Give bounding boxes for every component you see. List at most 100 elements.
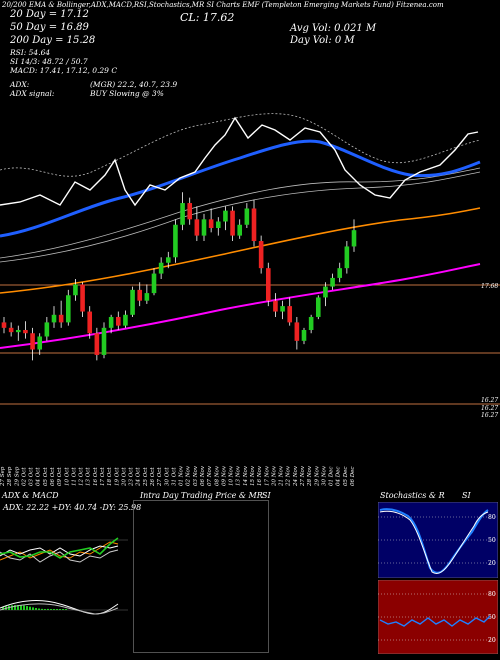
date-tick-label: 17 Oct	[100, 467, 106, 486]
rsi-label: RSI: 54.64	[10, 48, 51, 57]
date-tick-label: 05 Dec	[343, 467, 349, 487]
date-tick-label: 09 Nov	[221, 465, 227, 486]
date-tick-label: 29 Nov	[314, 465, 320, 487]
candle-down	[1, 322, 7, 328]
date-tick-label: 21 Nov	[279, 465, 285, 487]
macd-histogram-bar	[53, 609, 55, 610]
stoch-d-line	[379, 510, 489, 574]
date-tick-label: 02 Nov	[186, 465, 192, 486]
date-tick-label: 10 Oct	[64, 467, 70, 486]
date-tick-label: 05 Oct	[43, 467, 49, 486]
date-tick-label: 19 Oct	[114, 467, 120, 486]
date-tick-label: 28 Sep	[7, 466, 13, 487]
ema200-line	[0, 207, 481, 294]
rsi-line	[379, 615, 491, 627]
candle-down	[287, 306, 293, 323]
macd-histogram-bar	[65, 609, 67, 610]
candle-up	[330, 277, 335, 287]
candle-up	[15, 329, 21, 333]
adx-panel-title: ADX & MACD	[2, 491, 59, 500]
adx-line	[0, 541, 119, 561]
ema20-line	[0, 116, 479, 207]
candle-up	[351, 230, 357, 247]
candle-up	[123, 314, 128, 326]
rsi-panel: 80 50 20	[378, 580, 498, 654]
candle-up	[223, 210, 228, 222]
candle-up	[165, 257, 171, 263]
macd-histogram-bar	[38, 608, 40, 610]
candle-down	[230, 210, 235, 236]
date-tick-label: 20 Oct	[121, 467, 127, 487]
candle-down	[23, 329, 28, 334]
date-tick-label: 31 Oct	[171, 467, 177, 486]
date-tick-label: 18 Oct	[107, 467, 113, 486]
candle-down	[194, 219, 200, 236]
date-tick-label: 01 Nov	[179, 465, 185, 486]
candle-up	[101, 327, 107, 355]
date-tick-label: 10 Nov	[229, 465, 235, 486]
date-tick-label: 24 Nov	[293, 465, 299, 487]
date-tick-label: 06 Nov	[200, 465, 206, 486]
candle-up	[151, 273, 157, 294]
intraday-panel	[133, 500, 269, 653]
date-tick-label: 08 Nov	[214, 465, 220, 486]
date-tick-label: 13 Oct	[86, 467, 92, 486]
macd-histogram-bar	[56, 609, 58, 610]
candle-down	[273, 300, 278, 312]
date-tick-label: 27 Oct	[157, 467, 163, 487]
candle-up	[130, 289, 135, 315]
intraday-panel-title: Intra Day Trading Price & MR	[140, 491, 263, 500]
date-tick-label: 16 Oct	[93, 467, 99, 486]
date-tick-label: 01 Dec	[329, 467, 335, 487]
candle-up	[144, 293, 150, 301]
macd-histogram-bar	[26, 606, 28, 610]
date-tick-label: 04 Dec	[336, 467, 342, 487]
adx-white-line	[0, 545, 119, 557]
date-tick-label: 25 Oct	[143, 467, 149, 487]
date-tick-label: 27 Sep	[0, 466, 6, 487]
candle-down	[251, 208, 257, 242]
candle-up	[173, 224, 178, 258]
candle-down	[30, 333, 35, 350]
macd-histogram-bar	[50, 609, 52, 610]
plus-di-line	[0, 537, 119, 559]
date-tick-label: 03 Oct	[29, 467, 35, 486]
level-label-3: 16.27	[481, 412, 498, 419]
date-tick-label: 09 Oct	[57, 467, 63, 486]
date-tick-label: 26 Oct	[150, 467, 156, 487]
macd-signal-line	[0, 603, 119, 615]
minus-di-line	[0, 549, 119, 563]
candle-up	[37, 336, 43, 350]
candle-up	[65, 295, 71, 323]
si-label: SI 14/3: 48.72 / 50.7	[10, 57, 88, 66]
macd-histogram-bar	[41, 608, 43, 610]
date-tick-label: 06 Dec	[350, 467, 356, 487]
candle-up	[158, 262, 164, 274]
candle-down	[137, 289, 143, 301]
candle-down	[187, 203, 193, 220]
ema50-label: 50 Day = 16.89	[10, 22, 89, 33]
candle-up	[301, 329, 307, 341]
macd-histogram-bar	[29, 606, 31, 610]
date-tick-label: 13 Nov	[236, 465, 242, 486]
avg-volume-label: Avg Vol: 0.021 M	[290, 23, 377, 34]
candle-up	[108, 316, 114, 328]
level-label-top: 17.68	[481, 283, 498, 290]
date-tick-label: 14 Nov	[243, 465, 249, 486]
date-tick-label: 27 Nov	[300, 465, 306, 487]
candle-up	[323, 286, 328, 298]
date-tick-label: 22 Nov	[286, 465, 292, 487]
date-tick-label: 29 Sep	[14, 466, 20, 487]
date-tick-label: 30 Oct	[164, 467, 170, 486]
candle-up	[201, 219, 207, 236]
candle-up	[315, 297, 321, 317]
macd-histogram-bar	[62, 609, 64, 610]
candle-up	[280, 306, 285, 312]
candle-down	[258, 241, 264, 269]
stoch-tick-50: 50	[488, 537, 496, 544]
candle-down	[80, 284, 85, 312]
adx-label: ADX:	[10, 80, 30, 89]
date-tick-label: 11 Oct	[71, 467, 77, 486]
candlestick-series	[1, 192, 357, 361]
candle-up	[51, 314, 57, 323]
